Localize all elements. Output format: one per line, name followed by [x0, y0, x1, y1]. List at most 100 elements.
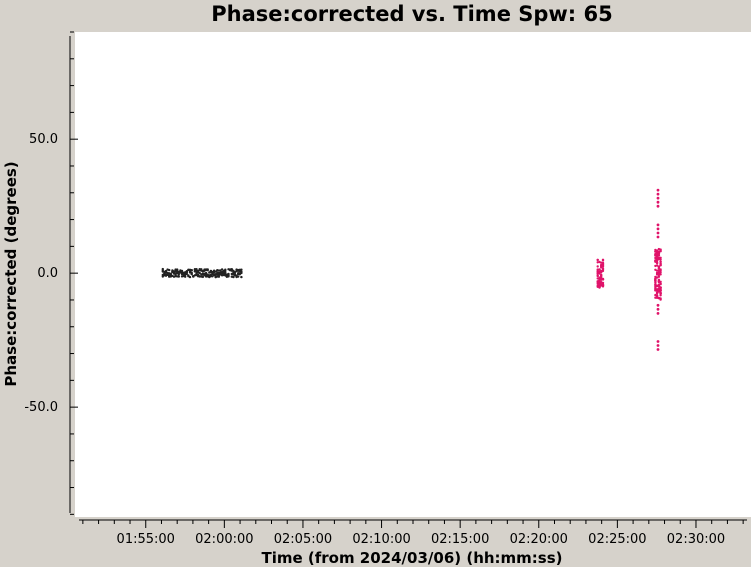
data-point: [600, 266, 603, 269]
data-point: [656, 344, 660, 347]
data-point: [656, 204, 660, 208]
data-point: [600, 261, 603, 264]
data-point: [656, 188, 660, 192]
data-point: [220, 268, 224, 271]
data-point: [655, 288, 659, 291]
data-point: [601, 267, 605, 270]
data-point: [185, 271, 188, 274]
data-point: [232, 275, 235, 279]
axes: 50.0 0.0 -50.0 01:55:00 02:00:00 02:05:00 02:1…: [24, 31, 747, 547]
data-point: [206, 268, 209, 271]
data-point: [598, 272, 601, 275]
data-point: [659, 283, 662, 286]
data-point: [657, 265, 661, 268]
data-point: [659, 260, 662, 264]
data-point: [656, 348, 660, 351]
x-tick-label: 02:25:00: [588, 532, 646, 547]
data-point: [596, 265, 599, 268]
data-point: [656, 312, 660, 315]
data-point: [656, 200, 660, 204]
data-point: [195, 268, 198, 271]
data-point: [168, 268, 171, 272]
data-point: [227, 275, 230, 278]
data-point: [161, 267, 164, 271]
data-point: [656, 307, 660, 311]
data-point: [655, 259, 659, 262]
data-point: [654, 281, 657, 284]
x-tick-label: 02:20:00: [510, 532, 568, 547]
data-point: [224, 271, 227, 274]
y-tick-label: 50.0: [29, 132, 58, 147]
data-point: [596, 277, 599, 280]
data-point: [596, 261, 599, 264]
data-point: [600, 283, 603, 286]
data-point: [204, 271, 208, 275]
data-point: [600, 275, 603, 278]
data-point: [176, 268, 179, 271]
data-point: [240, 270, 243, 273]
data-point: [177, 275, 180, 278]
x-tick-label: 01:55:00: [117, 532, 175, 547]
data-point: [596, 272, 599, 275]
data-point: [596, 270, 599, 273]
data-point: [596, 258, 599, 262]
data-point: [659, 286, 662, 289]
data-point: [180, 269, 184, 273]
x-axis-label: Time (from 2024/03/06) (hh:mm:ss): [261, 549, 562, 567]
y-tick-label: -50.0: [24, 400, 58, 415]
data-point: [655, 292, 659, 295]
data-point: [190, 269, 193, 272]
data-points: [161, 188, 662, 351]
data-point: [654, 277, 657, 280]
data-point: [598, 268, 601, 271]
x-tick-label: 02:00:00: [195, 532, 253, 547]
data-point: [201, 275, 205, 279]
data-point: [656, 340, 660, 343]
data-point: [655, 272, 659, 275]
series-1: [596, 188, 662, 351]
data-point: [187, 274, 190, 277]
x-tick-label: 02:10:00: [352, 532, 410, 547]
data-point: [659, 262, 662, 265]
data-point: [659, 297, 662, 300]
y-tick-label: 0.0: [37, 266, 58, 281]
data-point: [655, 284, 659, 287]
data-point: [233, 271, 237, 274]
data-point: [601, 264, 605, 267]
data-point: [217, 275, 221, 278]
data-point: [596, 285, 599, 288]
data-point: [656, 231, 660, 235]
data-point: [600, 263, 603, 267]
data-point: [240, 275, 243, 279]
data-point: [659, 289, 662, 292]
data-point: [656, 227, 660, 231]
data-point: [601, 259, 605, 262]
data-point: [655, 261, 659, 265]
data-point: [655, 269, 659, 272]
data-point: [601, 285, 605, 288]
data-point: [190, 272, 193, 276]
data-point: [659, 256, 662, 259]
data-point: [657, 254, 661, 257]
data-point: [598, 285, 601, 288]
data-point: [184, 275, 187, 278]
data-point: [656, 303, 660, 307]
data-point: [657, 284, 661, 288]
data-point: [655, 296, 659, 299]
data-point: [656, 235, 660, 239]
data-point: [656, 223, 660, 227]
data-point: [655, 250, 659, 253]
data-point: [655, 255, 659, 258]
data-point: [237, 275, 240, 278]
series-0: [161, 267, 243, 279]
data-point: [600, 277, 603, 281]
data-point: [596, 274, 599, 277]
data-point: [657, 275, 661, 278]
data-point: [659, 271, 662, 274]
data-point: [601, 269, 605, 273]
data-point: [240, 268, 243, 271]
x-tick-label: 02:30:00: [667, 532, 725, 547]
data-point: [659, 249, 662, 252]
data-point: [655, 264, 659, 267]
y-axis-label: Phase:corrected (degrees): [2, 161, 20, 386]
